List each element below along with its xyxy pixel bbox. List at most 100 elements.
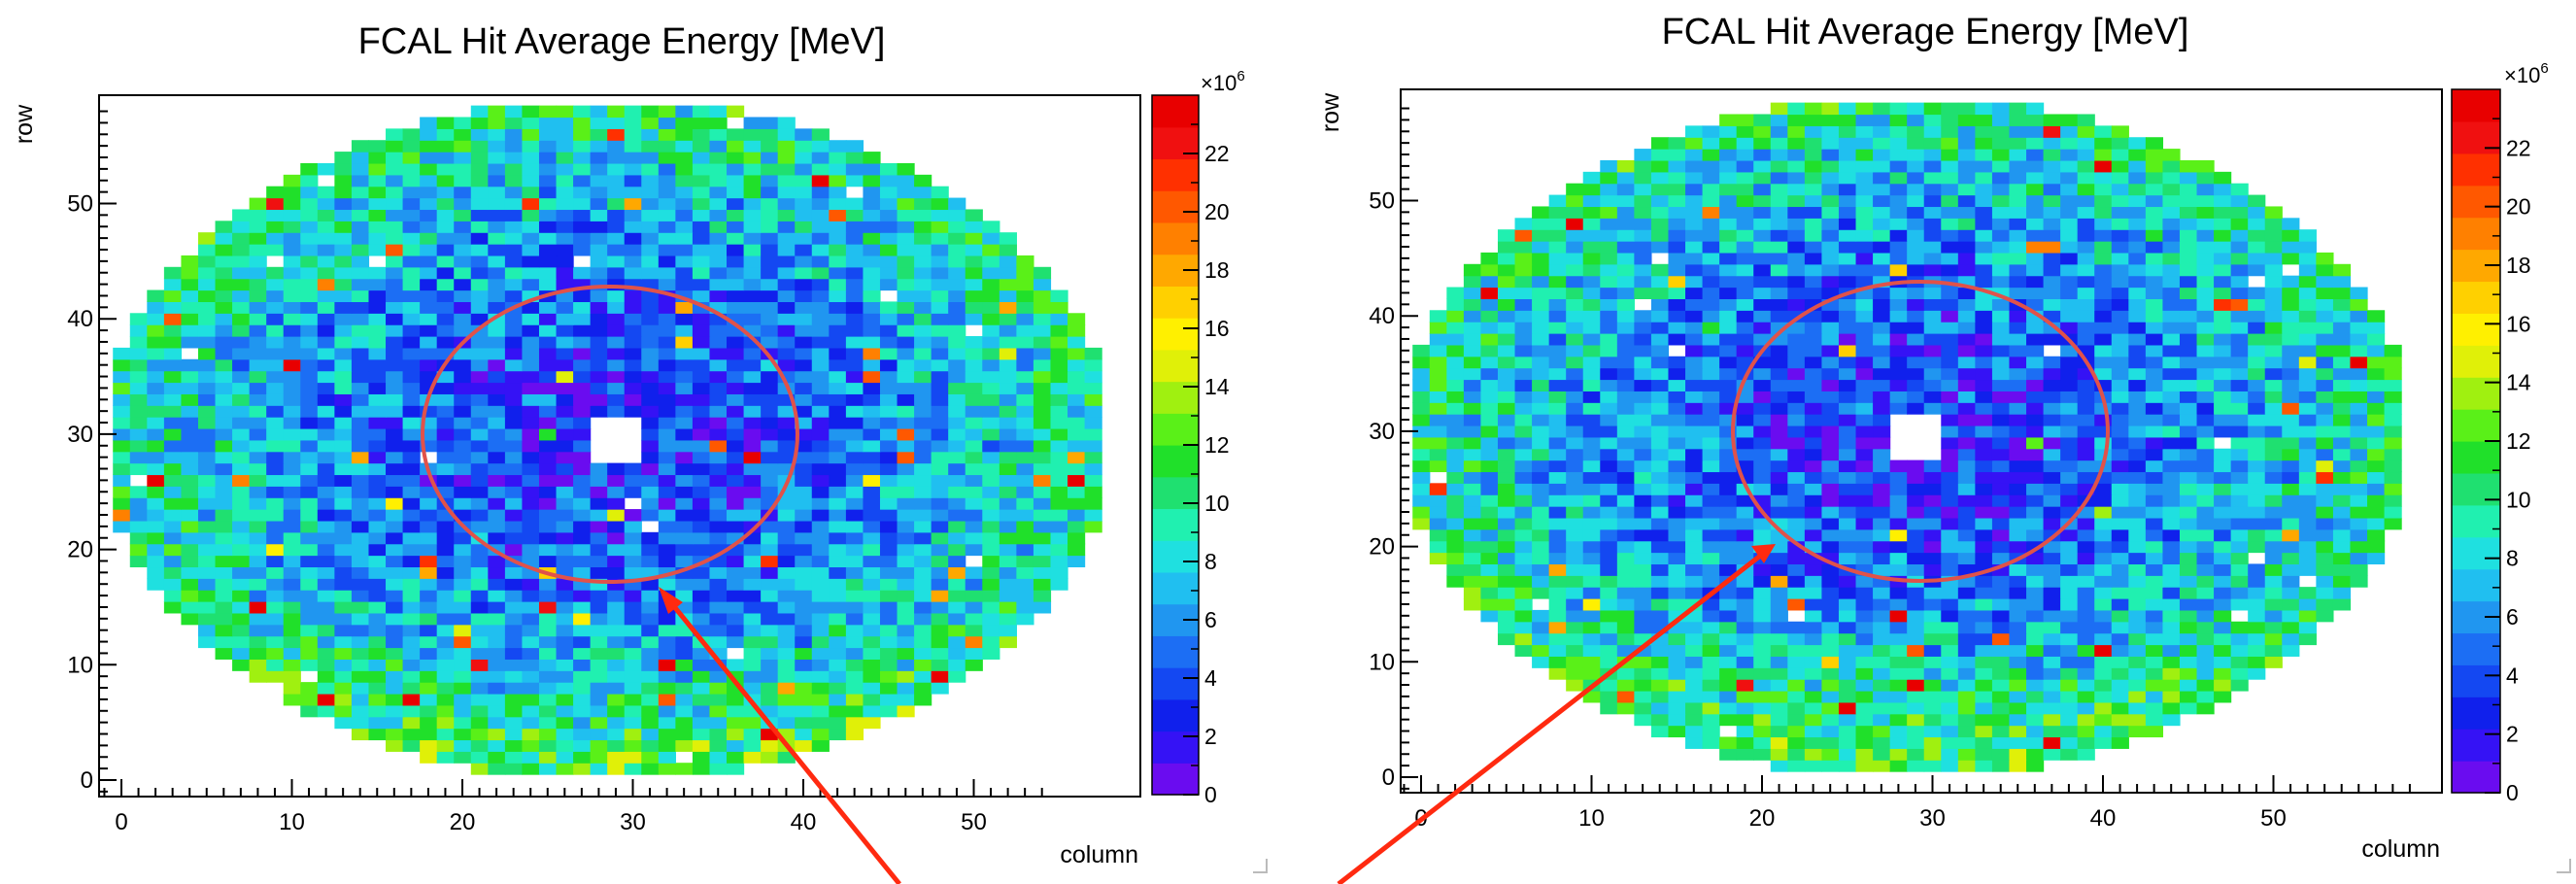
heatmap-cell bbox=[982, 427, 1000, 441]
heatmap-cell bbox=[675, 301, 694, 314]
heatmap-cell bbox=[2111, 425, 2129, 438]
heatmap-cell bbox=[879, 590, 898, 602]
heatmap-cell bbox=[470, 578, 489, 591]
heatmap-cell bbox=[1770, 621, 1788, 634]
heatmap-cell bbox=[641, 197, 660, 211]
heatmap-cell bbox=[402, 128, 421, 141]
heatmap-cell bbox=[1068, 555, 1086, 568]
heatmap-cell bbox=[368, 693, 387, 706]
heatmap-cell bbox=[1650, 679, 1670, 692]
heatmap-cell bbox=[1634, 333, 1652, 346]
heatmap-cell bbox=[761, 566, 779, 579]
heatmap-cell bbox=[283, 289, 301, 302]
heatmap-cell bbox=[1923, 563, 1942, 576]
heatmap-cell bbox=[845, 336, 864, 349]
heatmap-cell bbox=[232, 486, 251, 498]
heatmap-cell bbox=[777, 266, 796, 280]
heatmap-cell bbox=[1770, 494, 1788, 507]
heatmap-cell bbox=[982, 301, 1000, 314]
heatmap-cell bbox=[879, 358, 898, 372]
heatmap-cell bbox=[1412, 414, 1431, 426]
heatmap-cell bbox=[454, 566, 472, 579]
heatmap-cell bbox=[2298, 322, 2317, 334]
heatmap-cell bbox=[2026, 632, 2045, 646]
heatmap-cell bbox=[2316, 459, 2334, 473]
heatmap-cell bbox=[607, 244, 626, 256]
heatmap-cell bbox=[692, 313, 711, 325]
heatmap-cell bbox=[317, 624, 335, 637]
heatmap-cell bbox=[1548, 552, 1567, 565]
heatmap-cell bbox=[1702, 322, 1720, 334]
heatmap-cell bbox=[504, 566, 524, 579]
heatmap-cell bbox=[845, 693, 864, 706]
heatmap-cell bbox=[113, 417, 131, 429]
heatmap-cell bbox=[1770, 540, 1788, 554]
heatmap-cell bbox=[2145, 701, 2164, 715]
heatmap-cell bbox=[914, 186, 932, 199]
heatmap-cell bbox=[1821, 540, 1840, 554]
heatmap-cell bbox=[1548, 402, 1567, 415]
heatmap-cell bbox=[1719, 298, 1738, 311]
heatmap-cell bbox=[777, 635, 796, 649]
heatmap-cell bbox=[743, 682, 762, 695]
heatmap-cell bbox=[2350, 517, 2368, 530]
heatmap-cell bbox=[2332, 379, 2352, 391]
heatmap-cell bbox=[1616, 471, 1635, 484]
heatmap-cell bbox=[777, 578, 796, 591]
heatmap-cell bbox=[1514, 322, 1533, 334]
heatmap-cell bbox=[1600, 310, 1618, 323]
heatmap-cell bbox=[436, 140, 455, 153]
heatmap-cell bbox=[1463, 506, 1482, 519]
heatmap-cell bbox=[2196, 494, 2215, 507]
heatmap-cell bbox=[795, 382, 813, 394]
heatmap-cell bbox=[1050, 393, 1068, 406]
heatmap-cell bbox=[863, 543, 881, 557]
heatmap-cell bbox=[777, 751, 796, 764]
heatmap-cell bbox=[897, 278, 915, 291]
heatmap-cell bbox=[556, 728, 574, 741]
heatmap-cell bbox=[1719, 713, 1738, 727]
heatmap-cell bbox=[266, 659, 285, 671]
heatmap-cell bbox=[556, 716, 574, 730]
heatmap-cell bbox=[1787, 310, 1806, 323]
heatmap-cell bbox=[420, 162, 438, 176]
heatmap-cell bbox=[811, 417, 830, 429]
heatmap-cell bbox=[897, 324, 915, 337]
heatmap-cell bbox=[1975, 344, 1993, 357]
heatmap-cell bbox=[1770, 736, 1788, 749]
heatmap-cell bbox=[999, 244, 1017, 256]
heatmap-cell bbox=[1497, 436, 1516, 450]
heatmap-cell bbox=[402, 278, 421, 291]
heatmap-cell bbox=[1873, 679, 1891, 692]
heatmap-cell bbox=[829, 186, 847, 199]
heatmap-cell bbox=[2264, 310, 2283, 323]
heatmap-cell bbox=[914, 255, 932, 268]
heatmap-cell bbox=[2043, 471, 2061, 484]
heatmap-cell bbox=[2264, 379, 2283, 391]
heatmap-cell bbox=[420, 751, 438, 764]
heatmap-cell bbox=[965, 474, 983, 487]
heatmap-cell bbox=[1702, 471, 1720, 484]
heatmap-cell bbox=[386, 635, 404, 649]
heatmap-cell bbox=[2230, 587, 2249, 599]
heatmap-cell bbox=[777, 174, 796, 187]
heatmap-cell bbox=[1497, 367, 1516, 381]
heatmap-cell bbox=[504, 117, 524, 129]
heatmap-cell bbox=[1016, 427, 1034, 441]
heatmap-cell bbox=[2230, 356, 2249, 369]
heatmap-cell bbox=[249, 590, 267, 602]
heatmap-cell bbox=[675, 197, 694, 211]
heatmap-cell bbox=[470, 140, 489, 153]
heatmap-cell bbox=[1548, 333, 1567, 346]
heatmap-cell bbox=[948, 543, 966, 557]
heatmap-cell bbox=[863, 612, 881, 626]
heatmap-cell bbox=[1429, 483, 1447, 495]
heatmap-cell bbox=[2145, 667, 2164, 680]
heatmap-cell bbox=[2145, 575, 2164, 588]
heatmap-cell bbox=[2350, 391, 2368, 403]
heatmap-cell bbox=[1068, 520, 1086, 533]
heatmap-cell bbox=[2367, 483, 2386, 495]
heatmap-cell bbox=[777, 324, 796, 337]
heatmap-cell bbox=[795, 704, 813, 718]
heatmap-cell bbox=[1685, 667, 1704, 680]
